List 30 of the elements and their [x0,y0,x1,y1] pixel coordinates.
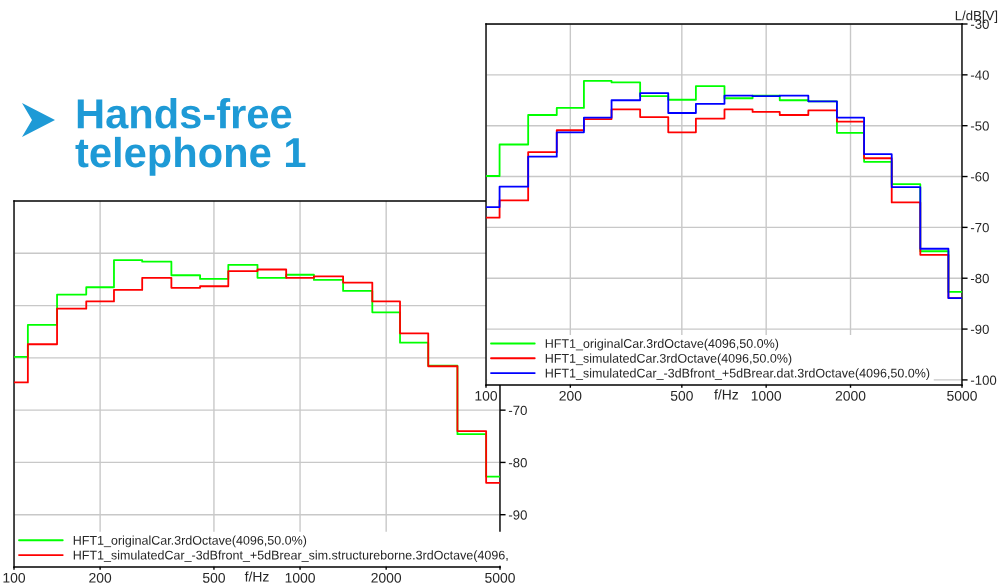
x-tick-label: 1000 [285,572,315,583]
y-tick-label: -80 [970,273,989,284]
x-tick-label: 200 [89,572,112,583]
y-tick-label: -80 [508,458,527,468]
chart-title: Hands-free telephone 1 [75,98,306,176]
x-tick-label: 1000 [751,390,782,401]
x-tick-label: 5000 [485,572,515,583]
y-tick-label: -50 [970,121,989,131]
y-tick-label: -90 [508,510,527,520]
x-tick-label: 100 [475,390,498,401]
x-axis-title: f/Hz [714,389,739,400]
y-tick-label: -100 [970,375,997,385]
x-tick-label: 500 [670,390,693,401]
legend-label: HFT1_simulatedCar.3rdOctave(4096,50.0%) [545,353,792,366]
legend-label: HFT1_originalCar.3rdOctave(4096,50.0%) [545,338,779,351]
y-tick-label: -90 [970,324,989,334]
x-tick-label: 5000 [947,390,977,401]
x-tick-label: 500 [202,572,225,583]
legend-label: HFT1_simulatedCar_-3dBfront_+5dBrear.dat.3rdOctave(4096,50.0%) [545,368,930,380]
legend-label: HFT1_simulatedCar_-3dBfront_+5dBrear_sim.structureborne.3rdOctave(4096, [73,550,508,562]
legend-label: HFT1_originalCar.3rdOctave(4096,50.0%) [73,535,307,548]
x-tick-label: 200 [559,390,582,401]
y-tick-label: -70 [970,222,989,233]
x-tick-label: 2000 [835,390,866,401]
x-axis-title: f/Hz [244,571,269,582]
x-tick-label: 2000 [371,572,402,583]
x-tick-label: 100 [3,572,26,583]
y-tick-label: -40 [970,70,989,80]
y-tick-label: -70 [508,405,527,416]
y-tick-label: -60 [970,172,989,182]
